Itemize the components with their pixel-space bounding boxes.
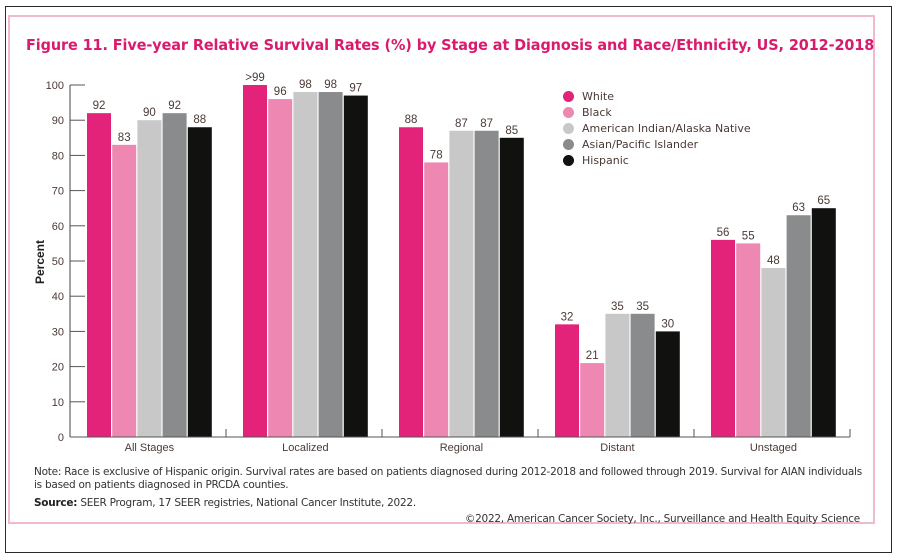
bar [605, 313, 630, 437]
bars [87, 85, 836, 438]
bar [811, 208, 836, 437]
bar-value-label: 65 [817, 195, 830, 207]
x-category-label: Localized [282, 442, 328, 454]
y-tick-label: 10 [52, 397, 64, 409]
bar [555, 324, 579, 437]
y-tick-label: 80 [52, 150, 64, 162]
legend-swatch-icon [563, 154, 574, 166]
bar-value-label: 87 [455, 118, 468, 130]
legend-item: White [563, 88, 751, 104]
y-tick-label: 90 [52, 115, 64, 127]
bar [449, 130, 474, 437]
bar [580, 363, 605, 437]
y-tick-label: 60 [52, 221, 64, 233]
x-category-label: All Stages [125, 442, 175, 454]
bar-value-label: 32 [561, 311, 574, 323]
legend-item: Hispanic [563, 152, 751, 168]
bar [424, 162, 449, 437]
legend-label: Black [582, 105, 612, 119]
bar [162, 113, 187, 437]
legend-item: American Indian/Alaska Native [563, 120, 751, 136]
x-category-label: Unstaged [750, 442, 797, 454]
bar-value-label: 48 [767, 255, 780, 267]
bar [268, 99, 293, 437]
bar-value-label: 30 [661, 318, 674, 330]
bar-value-label: 55 [742, 230, 755, 242]
bar [293, 92, 318, 437]
bar [474, 130, 499, 437]
bar [318, 92, 343, 437]
bar [711, 239, 735, 437]
y-tick-label: 40 [52, 291, 64, 303]
chart-note: Note: Race is exclusive of Hispanic orig… [34, 466, 862, 491]
bar-value-label: 21 [586, 350, 599, 362]
bar-value-label: 92 [168, 100, 181, 112]
legend-swatch-icon [563, 90, 574, 102]
y-tick-label: 50 [52, 256, 64, 268]
bar-value-label: 78 [430, 149, 443, 161]
bar-value-label: 87 [480, 118, 493, 130]
x-category-label: Distant [600, 442, 634, 454]
y-axis-label: Percent [33, 240, 47, 284]
legend-item: Asian/Pacific Islander [563, 136, 751, 152]
bar [112, 144, 137, 437]
bar-value-label: 90 [143, 107, 156, 119]
legend-swatch-icon [563, 122, 574, 134]
chart-title: Figure 11. Five-year Relative Survival R… [26, 36, 875, 54]
bar-value-label: 98 [324, 79, 337, 91]
legend-label: American Indian/Alaska Native [582, 121, 751, 135]
legend-label: Asian/Pacific Islander [582, 137, 699, 151]
legend: White Black American Indian/Alaska Native A… [563, 88, 751, 168]
y-tick-label: 30 [52, 326, 64, 338]
value-labels: 92 83 90 92 88 >99 96 98 98 97 88 78 87 87 85 32 21 35 35 3… [93, 72, 831, 362]
y-tick-label: 100 [46, 80, 64, 92]
bar [343, 95, 368, 437]
bar-value-label: 63 [792, 202, 805, 214]
bar-value-label: 56 [717, 227, 730, 239]
bar-value-label: 98 [299, 79, 312, 91]
bar [87, 113, 111, 437]
bar-value-label: 85 [505, 125, 518, 137]
bar [786, 215, 811, 437]
x-axis: All Stages Localized Regional Distant Unstag… [70, 429, 851, 454]
x-category-label: Regional [440, 442, 483, 454]
bar [187, 127, 212, 438]
bar-value-label: 35 [636, 301, 649, 313]
legend-label: Hispanic [582, 153, 629, 167]
copyright: ©2022, American Cancer Society, Inc., Su… [464, 513, 860, 525]
legend-label: White [582, 89, 614, 103]
bar [243, 85, 267, 437]
bar-value-label: 97 [349, 83, 362, 95]
bar [399, 127, 423, 438]
y-tick-label: 0 [58, 432, 64, 444]
legend-item: Black [563, 104, 751, 120]
source-text: SEER Program, 17 SEER registries, Nation… [77, 497, 416, 509]
source-label: Source: [34, 497, 78, 509]
legend-swatch-icon [563, 106, 574, 118]
bar [137, 120, 162, 437]
bar-value-label: 92 [93, 100, 106, 112]
bar [655, 331, 680, 437]
y-tick-label: 70 [52, 186, 64, 198]
bar-value-label: 35 [611, 301, 624, 313]
y-tick-label: 20 [52, 362, 64, 374]
bar [736, 243, 761, 437]
bar-value-label: >99 [245, 72, 265, 84]
y-axis: 0 10 20 30 40 50 60 70 80 90 100 [46, 80, 85, 444]
legend-swatch-icon [563, 138, 574, 150]
bar-value-label: 88 [405, 114, 418, 126]
chart-source: Source: SEER Program, 17 SEER registries… [34, 497, 416, 509]
bar-value-label: 88 [193, 114, 206, 126]
bar [499, 137, 524, 438]
bar-value-label: 83 [118, 132, 131, 144]
bar [630, 313, 655, 437]
bar [761, 268, 786, 437]
bar-value-label: 96 [274, 86, 287, 98]
